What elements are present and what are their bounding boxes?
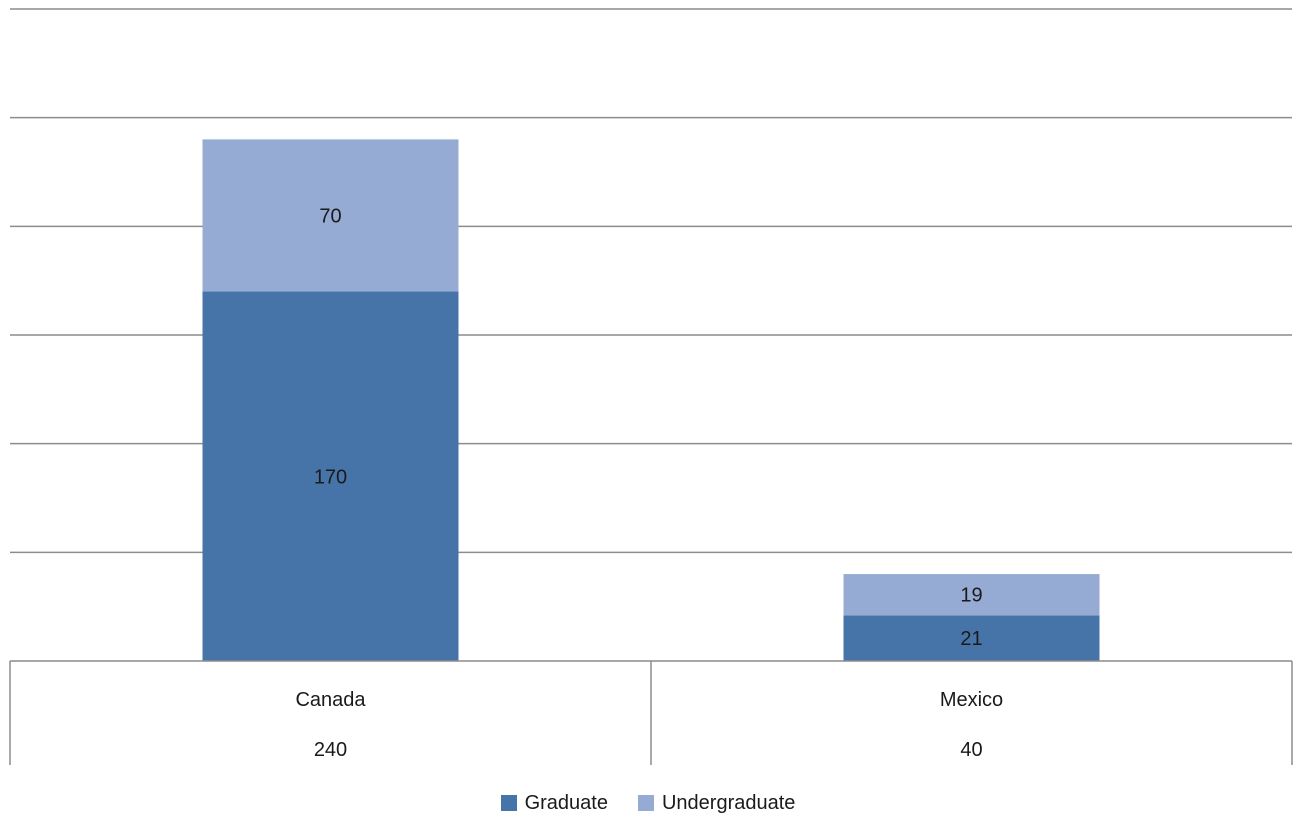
bar-undergraduate-canada [202, 139, 459, 292]
category-label-canada: Canada [295, 689, 366, 711]
data-labels: 170 70 21 19 [314, 205, 983, 650]
bar-graduate-mexico [843, 615, 1100, 661]
total-label-mexico: 40 [960, 739, 982, 761]
bar-undergraduate-mexico [843, 574, 1100, 616]
total-label-canada: 240 [314, 739, 347, 761]
legend: Graduate Undergraduate [0, 788, 1296, 818]
bars [202, 139, 1100, 661]
gridlines [10, 8, 1292, 554]
data-label-graduate-canada: 170 [314, 466, 347, 488]
legend-swatch-graduate [500, 795, 517, 811]
data-label-undergraduate-canada: 70 [319, 205, 341, 227]
data-label-undergraduate-mexico: 19 [960, 585, 982, 607]
data-table: Canada 240 Mexico 40 [9, 660, 1293, 765]
category-label-mexico: Mexico [940, 689, 1003, 711]
legend-label-undergraduate: Undergraduate [661, 791, 796, 814]
data-label-graduate-mexico: 21 [960, 628, 982, 650]
bar-graduate-canada [202, 291, 459, 661]
legend-label-graduate: Graduate [524, 791, 608, 814]
legend-swatch-undergraduate [637, 795, 654, 811]
legend-item-graduate: Graduate [500, 791, 608, 815]
legend-item-undergraduate: Undergraduate [637, 791, 796, 815]
